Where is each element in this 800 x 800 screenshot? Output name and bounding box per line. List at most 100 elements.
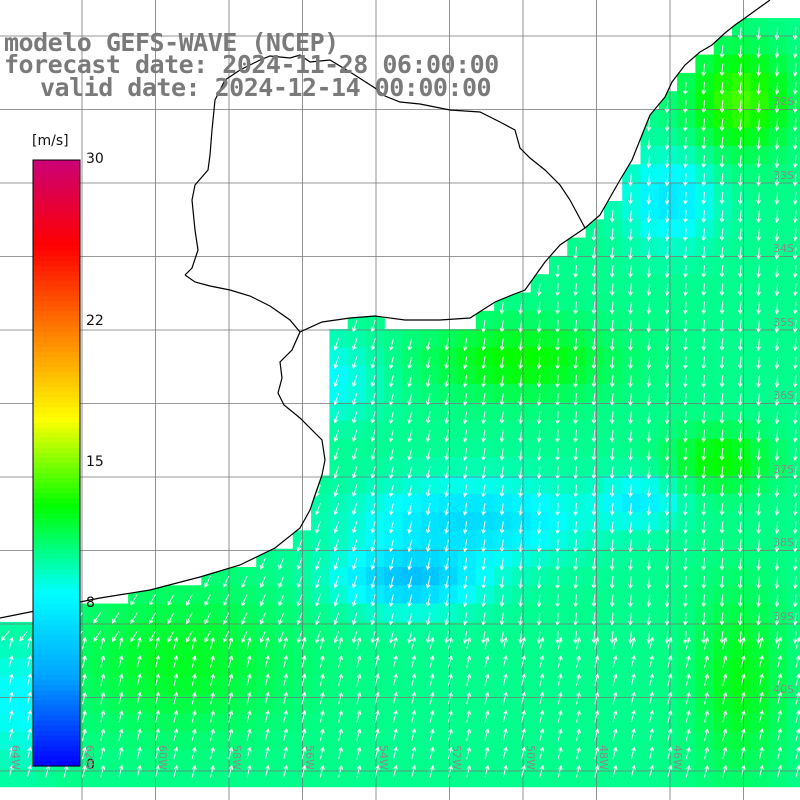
wind-vector [264, 654, 270, 668]
wind-vector [466, 709, 472, 723]
wind-vector [594, 709, 600, 723]
wind-cell [695, 768, 715, 788]
wind-cell [786, 127, 800, 147]
wind-cell [768, 676, 788, 696]
wind-vector [649, 709, 655, 723]
wind-cell [713, 640, 733, 660]
wind-vector [100, 636, 106, 650]
wind-vector [740, 691, 746, 705]
wind-vector [81, 709, 87, 723]
wind-cell [420, 713, 440, 733]
wind-vector [557, 673, 563, 687]
wind-cell [109, 695, 129, 714]
wind-vector [259, 630, 266, 644]
wind-cell [603, 695, 623, 714]
colorbar-segment [33, 235, 80, 242]
wind-vector [628, 319, 633, 333]
colorbar-segment [33, 377, 80, 383]
wind-vector [737, 27, 743, 41]
wind-vector [740, 636, 746, 650]
wind-cell [128, 640, 147, 660]
wind-vector [466, 746, 472, 760]
latitude-label: 39S [773, 609, 794, 623]
wind-vector [388, 502, 394, 516]
wind-vector [81, 691, 87, 705]
wind-vector [93, 630, 102, 642]
wind-cell [530, 658, 550, 678]
wind-vector [518, 411, 523, 425]
colorbar-segment [33, 659, 80, 666]
wind-vector [502, 636, 508, 650]
wind-vector [777, 709, 783, 723]
wind-cell [384, 713, 404, 733]
wind-vector [155, 654, 160, 668]
wind-cell [475, 731, 495, 751]
wind-vector [792, 393, 798, 407]
wind-vector [356, 673, 362, 687]
wind-vector [591, 301, 597, 315]
wind-vector [719, 594, 725, 608]
wind-cell [384, 750, 404, 769]
wind-vector [499, 429, 505, 443]
wind-vector [536, 594, 542, 608]
wind-vector [100, 764, 106, 778]
wind-vector [774, 118, 780, 132]
wind-vector [484, 746, 490, 760]
wind-vector [466, 764, 472, 778]
wind-vector [81, 673, 87, 687]
wind-cell [677, 731, 696, 751]
wind-vector [173, 654, 179, 668]
wind-vector [8, 654, 14, 668]
wind-cell [420, 658, 440, 678]
wind-vector [518, 557, 523, 571]
wind-cell [622, 713, 642, 733]
wind-vector [722, 673, 728, 687]
wind-cell [18, 768, 38, 788]
wind-vector [388, 338, 394, 351]
wind-vector [425, 594, 431, 608]
wind-vector [573, 283, 578, 297]
wind-vector [756, 557, 761, 571]
wind-vector [481, 576, 486, 590]
wind-vector [444, 576, 449, 589]
wind-vector [756, 411, 761, 425]
wind-vector [628, 484, 633, 498]
wind-vector [774, 539, 780, 553]
wind-vector [429, 764, 435, 778]
wind-vector [130, 630, 138, 643]
wind-vector [646, 594, 652, 608]
wind-vector [425, 374, 431, 388]
wind-vector [576, 746, 581, 760]
wind-vector [756, 228, 761, 242]
wind-vector [278, 594, 285, 607]
wind-vector [264, 691, 270, 705]
wind-vector [319, 654, 325, 668]
wind-vector [521, 636, 526, 650]
wind-vector [609, 521, 615, 535]
wind-vector [411, 636, 417, 650]
wind-vector [100, 728, 106, 741]
wind-vector [462, 576, 468, 590]
wind-vector [701, 393, 707, 407]
wind-cell [329, 750, 349, 769]
wind-vector [536, 429, 542, 443]
wind-vector [502, 764, 508, 778]
wind-vector [315, 612, 321, 626]
wind-vector [222, 630, 230, 643]
wind-vector [210, 709, 215, 723]
wind-vector [737, 466, 743, 480]
wind-cell [695, 750, 715, 769]
wind-vector [388, 575, 394, 589]
wind-vector [283, 746, 289, 760]
wind-cell [91, 676, 111, 696]
colorbar-segment [33, 316, 80, 323]
wind-cell [768, 695, 788, 714]
wind-vector [370, 374, 376, 388]
wind-vector [536, 301, 542, 315]
wind-vector [518, 484, 523, 498]
wind-vector [628, 411, 633, 425]
wind-vector [774, 448, 780, 462]
wind-vector [315, 502, 321, 516]
wind-cell [366, 768, 385, 788]
wind-cell [732, 695, 751, 714]
